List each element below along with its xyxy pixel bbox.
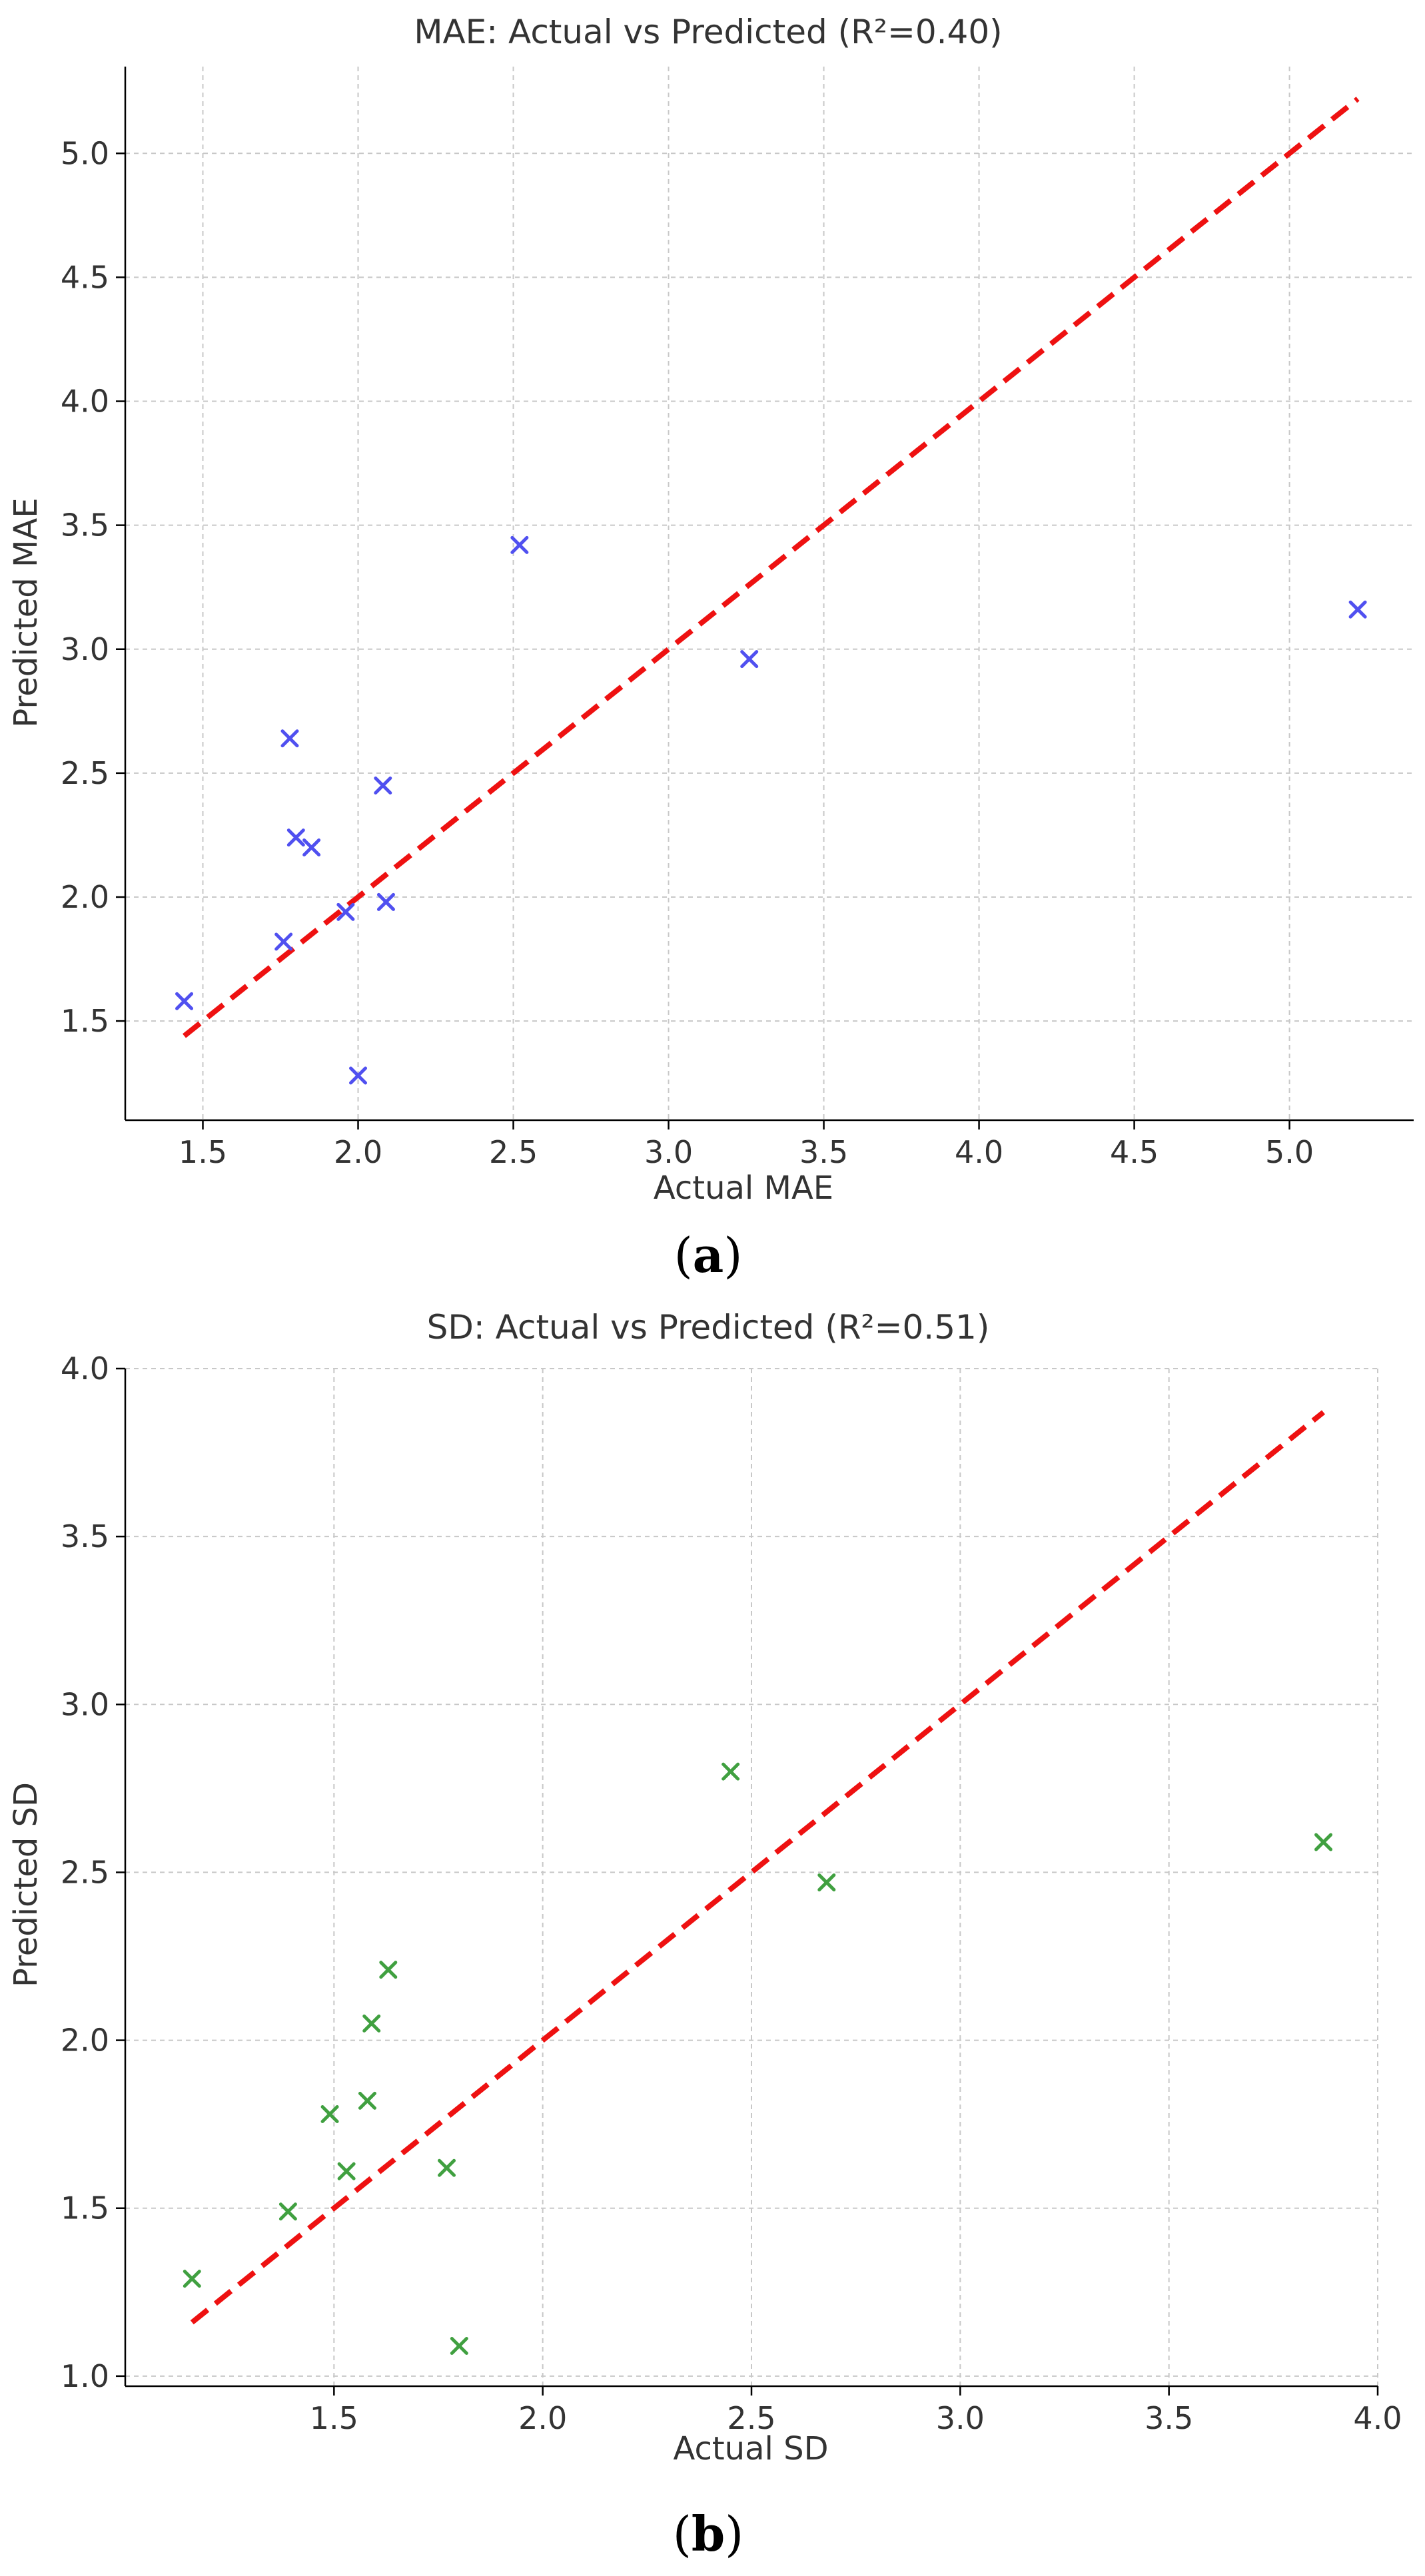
data-point	[438, 2158, 456, 2177]
data-point	[376, 892, 395, 911]
data-point	[302, 838, 321, 857]
y-tick-label: 2.0	[61, 2023, 109, 2059]
data-point	[286, 828, 305, 847]
tick-labels: 1.5 2.0 2.5 3.0 3.5 4.0 4.5 5.0 1.5 2.0 2.5 3.0 3.5 4…	[61, 135, 1314, 1170]
x-tick-label: 2.5	[489, 1134, 538, 1170]
y-tick-label: 2.5	[61, 755, 109, 791]
y-tick-label: 2.0	[61, 879, 109, 915]
y-tick-label: 4.0	[61, 1351, 109, 1387]
y-tick-label: 3.0	[61, 631, 109, 667]
caption-letter: b	[692, 2505, 725, 2562]
data-point	[337, 2162, 356, 2180]
data-point	[349, 1066, 368, 1085]
chart-panel-b: SD: Actual vs Predicted (R²=0.51) 1.5 2.0…	[7, 1308, 1402, 2562]
data-point	[320, 2105, 339, 2124]
data-point	[274, 932, 293, 951]
x-tick-label: 3.5	[1145, 2400, 1193, 2436]
data-point	[740, 650, 759, 669]
panel-caption-b: (b)	[673, 2505, 744, 2562]
data-point	[278, 2202, 297, 2221]
x-tick-label: 2.0	[518, 2400, 567, 2436]
x-tick-label: 1.5	[310, 2400, 358, 2436]
reference-line	[190, 1410, 1326, 2325]
x-tick-label: 4.0	[1353, 2400, 1402, 2436]
caption-letter: a	[693, 1227, 724, 1283]
y-tick-label: 3.0	[61, 1686, 109, 1722]
data-point	[1348, 600, 1367, 619]
identity-line	[183, 97, 1360, 1038]
x-tick-label: 3.5	[799, 1134, 848, 1170]
x-tick-label: 2.5	[727, 2400, 775, 2436]
x-axis-label: Actual SD	[673, 2430, 828, 2467]
x-tick-label: 3.0	[936, 2400, 985, 2436]
x-tick-label: 4.0	[955, 1134, 1003, 1170]
data-point	[1314, 1833, 1333, 1851]
x-tick-label: 5.0	[1265, 1134, 1314, 1170]
data-point	[450, 2336, 468, 2355]
caption-close: )	[723, 1227, 742, 1283]
y-axis-label: Predicted MAE	[7, 497, 45, 727]
x-axis-label: Actual MAE	[654, 1169, 833, 1207]
y-tick-label: 3.5	[61, 1518, 109, 1554]
tick-labels: 1.5 2.0 2.5 3.0 3.5 4.0 1.0 1.5 2.0 2.5 3.0 3.5 4.0	[61, 1351, 1402, 2436]
data-point	[183, 2270, 201, 2288]
identity-line	[190, 1410, 1326, 2325]
y-tick-label: 1.5	[61, 1003, 109, 1039]
data-point	[721, 1762, 740, 1781]
x-tick-label: 3.0	[644, 1134, 693, 1170]
y-tick-label: 4.5	[61, 259, 109, 295]
y-axis-label: Predicted SD	[7, 1782, 45, 1987]
reference-line	[183, 97, 1360, 1038]
scatter-points	[175, 535, 1367, 1085]
axes-spines	[124, 67, 1414, 1122]
x-tick-label: 1.5	[179, 1134, 227, 1170]
panel-caption-a: (a)	[674, 1227, 743, 1283]
grid	[125, 67, 1414, 1120]
caption-open: (	[673, 2506, 692, 2562]
y-tick-label: 3.5	[61, 507, 109, 543]
chart-title: SD: Actual vs Predicted (R²=0.51)	[427, 1308, 990, 1347]
x-tick-label: 4.5	[1110, 1134, 1159, 1170]
data-point	[510, 535, 529, 554]
grid	[125, 1368, 1378, 2386]
data-point	[336, 902, 355, 921]
data-point	[280, 729, 299, 748]
y-tick-label: 2.5	[61, 1854, 109, 1890]
data-point	[817, 1873, 836, 1892]
y-tick-label: 5.0	[61, 135, 109, 171]
caption-close: )	[725, 2506, 743, 2562]
y-tick-label: 4.0	[61, 384, 109, 420]
chart-panel-a: MAE: Actual vs Predicted (R²=0.40) 1.5 2.…	[7, 13, 1414, 1283]
data-point	[379, 1961, 398, 1979]
data-point	[374, 776, 392, 795]
data-point	[362, 2014, 381, 2033]
x-tick-label: 2.0	[334, 1134, 382, 1170]
caption-open: (	[674, 1227, 693, 1283]
y-tick-label: 1.5	[61, 2190, 109, 2226]
data-point	[175, 992, 194, 1010]
y-tick-label: 1.0	[61, 2358, 109, 2394]
axes-spines	[124, 1369, 1378, 2388]
chart-title: MAE: Actual vs Predicted (R²=0.40)	[414, 13, 1002, 51]
scatter-points	[183, 1762, 1333, 2355]
data-point	[358, 2091, 376, 2110]
